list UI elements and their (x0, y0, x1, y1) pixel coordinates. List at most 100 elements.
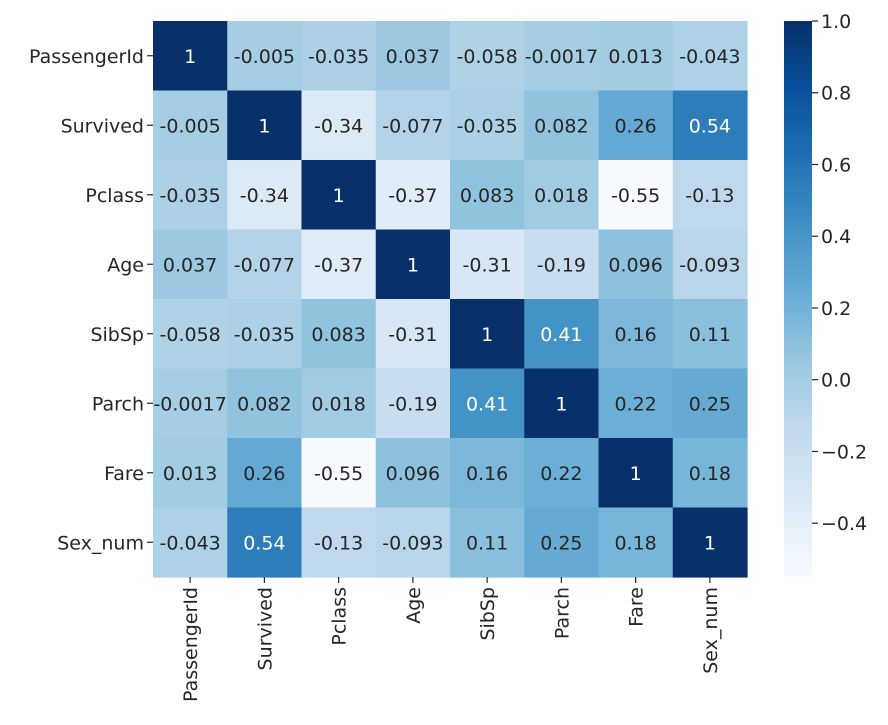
heatmap-cell (598, 507, 674, 578)
heatmap-cell (598, 438, 674, 509)
cell-value-label: -0.035 (308, 46, 369, 68)
cell-value-label: 0.26 (243, 463, 285, 485)
cell-value-label: -0.093 (382, 532, 443, 554)
y-tick-label: Pclass (85, 185, 144, 207)
x-tick-label: SibSp (477, 587, 499, 641)
x-tick-label: Age (403, 587, 425, 624)
cell-value-label: -0.37 (314, 254, 363, 276)
heatmap-cell (450, 160, 525, 231)
heatmap-cell (598, 21, 674, 92)
heatmap-cell (524, 507, 600, 578)
cell-value-label: -0.19 (388, 393, 437, 415)
cell-value-label: 0.16 (466, 463, 508, 485)
colorbar-tick-label: 0.0 (821, 370, 851, 392)
heatmap-cell (598, 229, 674, 300)
heatmap-cell (301, 21, 377, 92)
cell-value-label: -0.0017 (525, 46, 598, 68)
cell-value-label: 0.11 (689, 324, 731, 346)
cell-value-label: 0.083 (460, 185, 514, 207)
cell-value-label: -0.058 (457, 46, 518, 68)
x-tick-label: Sex_num (700, 587, 722, 674)
cell-value-label: 0.41 (466, 393, 508, 415)
cell-value-label: -0.005 (160, 115, 221, 137)
cell-value-label: 0.26 (614, 115, 656, 137)
y-tick-label: Sex_num (57, 532, 144, 554)
heatmap-cell (375, 160, 451, 231)
cell-value-label: -0.55 (611, 185, 660, 207)
cell-value-label: 1 (407, 254, 419, 276)
cell-value-label: 0.096 (386, 463, 440, 485)
heatmap-cell (227, 438, 303, 509)
y-axis-ticks: PassengerId Survived Pclass Age SibSp Parch Fa… (29, 46, 153, 554)
heatmap-cell (450, 21, 525, 92)
heatmap-cell (301, 368, 377, 439)
cell-value-label: 0.11 (466, 532, 508, 554)
cell-value-label: -0.13 (314, 532, 363, 554)
colorbar (784, 21, 812, 577)
cell-value-label: -0.0017 (153, 393, 226, 415)
heatmap-cell (672, 21, 748, 92)
cell-value-label: 0.22 (614, 393, 656, 415)
x-tick-label: Parch (551, 587, 573, 639)
colorbar-tick-label: 0.6 (821, 154, 851, 176)
heatmap-cell (375, 21, 451, 92)
heatmap-cell (598, 90, 674, 161)
heatmap-cell (301, 229, 377, 300)
heatmap-cell (450, 299, 525, 370)
cell-value-label: 0.013 (163, 463, 217, 485)
heatmap-cell (301, 507, 377, 578)
heatmap-cell (301, 90, 377, 161)
cell-value-label: -0.077 (234, 254, 295, 276)
colorbar-tick-label: 0.8 (821, 83, 851, 105)
heatmap-cell (301, 160, 377, 231)
heatmap-cell (227, 21, 303, 92)
heatmap-cell (672, 160, 748, 231)
heatmap-cell (375, 299, 451, 370)
cell-value-label: -0.035 (160, 185, 221, 207)
heatmap-cell (375, 438, 451, 509)
y-tick-label: Parch (92, 393, 144, 415)
heatmap-cell (227, 507, 303, 578)
heatmap-cell (672, 229, 748, 300)
cell-value-label: 0.037 (163, 254, 217, 276)
cell-value-label: 0.18 (614, 532, 656, 554)
heatmap-cell (598, 299, 674, 370)
cell-value-label: 1 (555, 393, 567, 415)
heatmap-cell (153, 368, 228, 439)
cell-value-label: -0.043 (679, 46, 740, 68)
y-tick-label: Fare (104, 463, 144, 485)
cell-value-label: 0.013 (608, 46, 662, 68)
heatmap-cell (524, 368, 600, 439)
heatmap-cell (227, 229, 303, 300)
heatmap-cell (672, 90, 748, 161)
cell-value-label: -0.31 (388, 324, 437, 346)
cell-value-label: 0.018 (311, 393, 365, 415)
cell-value-label: 0.037 (386, 46, 440, 68)
heatmap-cell (450, 507, 525, 578)
cell-value-label: -0.55 (314, 463, 363, 485)
heatmap-cell (301, 438, 377, 509)
heatmap-cell (153, 229, 228, 300)
colorbar-tick-label: 0.2 (821, 298, 851, 320)
heatmap-cell (450, 368, 525, 439)
cell-value-label: -0.34 (240, 185, 289, 207)
y-tick-label: SibSp (90, 324, 144, 346)
heatmap-cell (598, 160, 674, 231)
heatmap-cell (524, 229, 600, 300)
heatmap-cell (524, 299, 600, 370)
heatmap-cell (375, 507, 451, 578)
cell-value-label: 0.22 (540, 463, 582, 485)
heatmap-cell (598, 368, 674, 439)
cell-value-label: -0.035 (234, 324, 295, 346)
y-tick-label: PassengerId (29, 46, 144, 68)
colorbar-tick-label: −0.4 (821, 513, 867, 535)
x-tick-label: Pclass (329, 587, 351, 646)
cell-value-label: 0.096 (608, 254, 662, 276)
heatmap-cell (153, 299, 228, 370)
cell-value-label: -0.31 (463, 254, 512, 276)
cell-value-label: -0.035 (457, 115, 518, 137)
heatmap-cell (153, 90, 228, 161)
cell-value-label: 0.25 (689, 393, 731, 415)
cell-value-label: 1 (258, 115, 270, 137)
